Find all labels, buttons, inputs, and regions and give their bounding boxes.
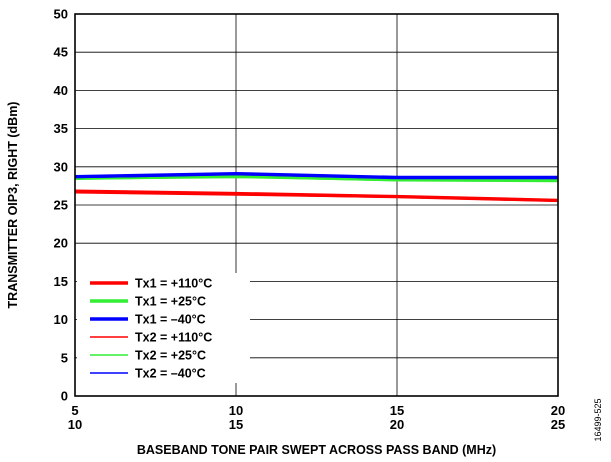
legend-label: Tx2 = –40°C — [135, 367, 206, 381]
legend-label: Tx1 = +25°C — [135, 295, 206, 309]
legend: Tx1 = +110°C Tx1 = +25°C Tx1 = –40°C Tx2 = … — [77, 273, 250, 383]
x-tick-label: 10 — [68, 417, 82, 432]
y-axis-title: TRANSMITTER OIP3, RIGHT (dBm) — [6, 102, 20, 309]
legend-label: Tx2 = +25°C — [135, 349, 206, 363]
series-line — [74, 174, 559, 183]
y-tick-labels: 0 5 10 15 20 25 30 35 40 45 50 — [54, 7, 68, 404]
y-tick-label: 10 — [54, 312, 68, 327]
legend-label: Tx2 = +110°C — [135, 331, 212, 345]
y-tick-label: 15 — [54, 274, 68, 289]
series-line — [74, 189, 559, 203]
x-tick-label: 25 — [551, 417, 565, 432]
y-tick-label: 25 — [54, 198, 68, 213]
y-tick-label: 20 — [54, 236, 68, 251]
x-tick-label: 20 — [390, 417, 404, 432]
x-tick-label: 20 — [551, 403, 565, 418]
legend-background — [77, 273, 250, 383]
x-tick-label: 10 — [229, 403, 243, 418]
series-line — [74, 173, 558, 179]
y-tick-label: 5 — [61, 350, 68, 365]
figure-code: 16499-525 — [593, 398, 603, 441]
series-line — [74, 176, 559, 183]
y-tick-label: 0 — [61, 389, 68, 404]
series-line — [74, 192, 559, 202]
series-line — [74, 171, 558, 180]
y-tick-label: 50 — [54, 7, 68, 22]
series-lines — [74, 171, 559, 203]
x-tick-label: 15 — [229, 417, 243, 432]
x-axis-title: BASEBAND TONE PAIR SWEPT ACROSS PASS BAN… — [137, 443, 496, 457]
plot-area-frame — [74, 13, 559, 397]
y-tick-label: 30 — [54, 159, 68, 174]
legend-label: Tx1 = –40°C — [135, 313, 206, 327]
y-tick-label: 40 — [54, 83, 68, 98]
y-tick-label: 35 — [54, 121, 68, 136]
x-tick-label: 15 — [390, 403, 404, 418]
legend-label: Tx1 = +110°C — [135, 277, 212, 291]
x-tick-label: 5 — [71, 403, 78, 418]
y-tick-label: 45 — [54, 45, 68, 60]
